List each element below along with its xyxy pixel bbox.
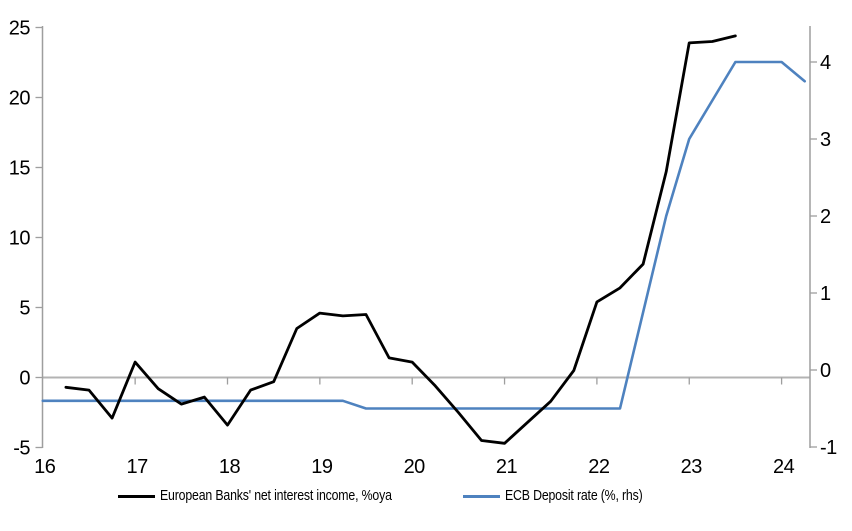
- left-axis-tick-label: 10: [9, 228, 31, 250]
- left-axis-tick-label: -5: [13, 438, 30, 460]
- series-line-ecb-deposit-rate: [41, 60, 807, 410]
- right-axis-tick-label: 1: [820, 283, 831, 305]
- left-axis-tick-label: 5: [19, 298, 30, 320]
- x-axis-tick-label: 16: [34, 456, 56, 478]
- legend-line-swatch-black: [118, 494, 155, 498]
- series-line-european-banks-nii: [64, 34, 737, 445]
- right-axis-tick-label: 0: [820, 360, 831, 382]
- x-axis-tick-label: 18: [219, 456, 241, 478]
- legend-label-ecb-deposit-rate: ECB Deposit rate (%, rhs): [504, 488, 643, 504]
- left-axis-tick-label: 15: [9, 158, 31, 180]
- right-axis-tick-label: 3: [820, 129, 831, 151]
- right-axis-tick-label: 2: [820, 206, 831, 228]
- x-axis-tick-label: 22: [588, 456, 610, 478]
- legend-label-net-interest-income: European Banks' net interest income, %oy…: [160, 488, 392, 504]
- left-axis-tick-label: 0: [19, 368, 30, 390]
- right-axis-tick-label: 4: [820, 52, 831, 74]
- x-axis-tick-label: 21: [496, 456, 518, 478]
- chart-legend: European Banks' net interest income, %oy…: [118, 488, 666, 504]
- left-axis-tick-label: 25: [9, 18, 31, 40]
- legend-item-ecb-deposit-rate: ECB Deposit rate (%, rhs): [462, 488, 667, 504]
- x-axis-tick-label: 17: [127, 456, 149, 478]
- x-axis-tick-label: 20: [404, 456, 426, 478]
- right-axis-tick-label: -1: [820, 437, 837, 459]
- x-axis-tick-label: 24: [773, 456, 795, 478]
- x-axis-tick-label: 23: [681, 456, 703, 478]
- left-axis-tick-label: 20: [9, 88, 31, 110]
- legend-line-swatch-blue: [462, 494, 500, 498]
- x-axis-tick-label: 19: [311, 456, 333, 478]
- legend-item-net-interest-income: European Banks' net interest income, %oy…: [118, 488, 433, 504]
